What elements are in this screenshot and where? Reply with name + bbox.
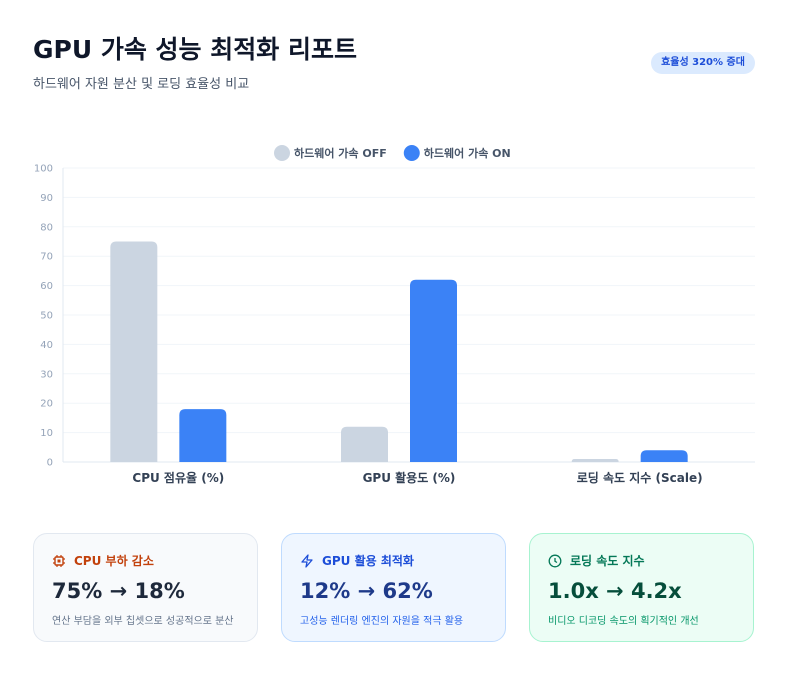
y-tick-label: 10 [40, 428, 53, 439]
x-tick-label: CPU 점유율 (%) [132, 470, 224, 485]
x-tick-label: 로딩 속도 지수 (Scale) [577, 470, 703, 485]
legend-label: 하드웨어 가속 OFF [294, 146, 387, 160]
icon [301, 553, 313, 568]
card-title: GPU 활용 최적화 [322, 554, 414, 568]
legend-marker [403, 145, 420, 161]
y-tick-label: 100 [34, 164, 53, 175]
card-value: 75% → 18% [52, 579, 185, 603]
y-tick-label: 80 [40, 222, 53, 233]
subtitle: 하드웨어 자원 분산 및 로딩 효율성 비교 [33, 77, 250, 92]
bar [110, 241, 158, 462]
y-tick-label: 60 [40, 281, 53, 292]
chart: 0 10 20 30 40 50 60 70 80 90 100 하드웨어 가속 OFF 하드웨어 가속… [34, 145, 755, 485]
card-desc: 연산 부담을 외부 칩셋으로 성공적으로 분산 [52, 616, 234, 627]
card-title: 로딩 속도 지수 [570, 554, 645, 568]
card-value: 12% → 62% [300, 579, 433, 603]
bar [640, 450, 688, 462]
bar [341, 426, 388, 462]
y-tick-label: 40 [40, 340, 53, 351]
card-value: 1.0x → 4.2x [548, 579, 682, 603]
card: CPU 부하 감소 75% → 18% 연산 부담을 외부 칩셋으로 성공적으로… [33, 533, 258, 642]
y-tick-label: 70 [40, 252, 53, 263]
card-desc: 고성능 렌더링 엔진의 자원을 적극 활용 [300, 616, 464, 627]
icon [53, 554, 65, 567]
bar [571, 459, 619, 462]
bar [410, 279, 457, 462]
card: GPU 활용 최적화 12% → 62% 고성능 렌더링 엔진의 자원을 적극 … [281, 533, 506, 642]
bar [179, 409, 227, 462]
card: 로딩 속도 지수 1.0x → 4.2x 비디오 디코딩 속도의 획기적인 개선 [529, 533, 754, 642]
y-tick-label: 50 [40, 311, 53, 322]
badge: 효율성 320% 증대 [651, 52, 755, 74]
title: GPU 가속 성능 최적화 리포트 [33, 35, 357, 64]
x-tick-label: GPU 활용도 (%) [363, 470, 456, 485]
y-tick-label: 90 [40, 193, 53, 204]
card-desc: 비디오 디코딩 속도의 획기적인 개선 [548, 616, 699, 627]
y-tick-label: 20 [40, 399, 53, 410]
legend-marker [274, 145, 290, 161]
card-title: CPU 부하 감소 [74, 554, 154, 568]
y-tick-label: 30 [40, 369, 53, 380]
y-tick-label: 0 [47, 458, 53, 469]
icon [548, 554, 562, 567]
legend-label: 하드웨어 가속 ON [424, 146, 511, 160]
